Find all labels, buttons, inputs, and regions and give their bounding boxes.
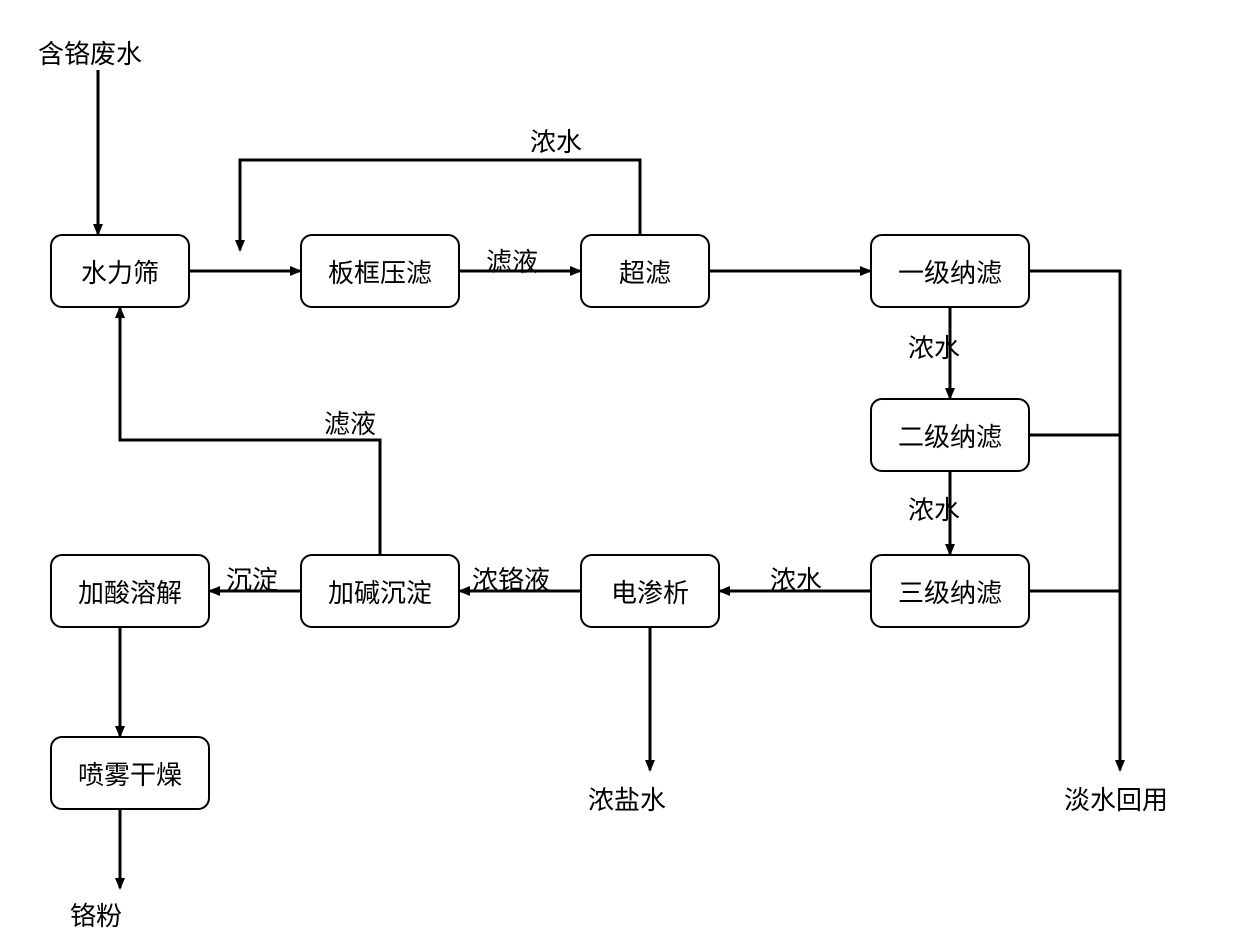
label-text: 含铬废水 xyxy=(38,39,142,69)
node-electrodialysis: 电渗析 xyxy=(580,554,720,628)
label-precipitate: 沉淀 xyxy=(226,560,278,597)
label-concentrate_uf: 浓水 xyxy=(530,122,582,159)
label-filtrate1: 滤液 xyxy=(486,242,538,279)
label-brine: 浓盐水 xyxy=(588,780,666,817)
node-label: 喷雾干燥 xyxy=(78,755,182,792)
label-freshwater: 淡水回用 xyxy=(1064,780,1168,817)
node-label: 板框压滤 xyxy=(328,253,432,290)
node-label: 水力筛 xyxy=(81,253,159,290)
label-text: 铬粉 xyxy=(70,901,122,931)
label-filtrate2: 滤液 xyxy=(324,404,376,441)
label-text: 浓水 xyxy=(908,333,960,363)
node-nf2: 二级纳滤 xyxy=(870,398,1030,472)
label-text: 淡水回用 xyxy=(1064,785,1168,815)
node-plate_frame: 板框压滤 xyxy=(300,234,460,308)
edge-nf1_freshwater xyxy=(1030,271,1120,770)
node-label: 一级纳滤 xyxy=(898,253,1002,290)
node-nf3: 三级纳滤 xyxy=(870,554,1030,628)
label-text: 滤液 xyxy=(486,247,538,277)
label-text: 浓水 xyxy=(770,565,822,595)
node-label: 加酸溶解 xyxy=(78,573,182,610)
node-label: 电渗析 xyxy=(611,573,689,610)
label-text: 浓水 xyxy=(530,127,582,157)
label-text: 滤液 xyxy=(324,409,376,439)
node-label: 三级纳滤 xyxy=(898,573,1002,610)
node-spray_dry: 喷雾干燥 xyxy=(50,736,210,810)
node-label: 超滤 xyxy=(619,253,671,290)
node-nf1: 一级纳滤 xyxy=(870,234,1030,308)
label-text: 浓铬液 xyxy=(472,565,550,595)
label-text: 浓水 xyxy=(908,495,960,525)
label-input: 含铬废水 xyxy=(38,34,142,71)
label-concentrate_nf1: 浓水 xyxy=(908,328,960,365)
node-acid_dissolve: 加酸溶解 xyxy=(50,554,210,628)
node-hydraulic_screen: 水力筛 xyxy=(50,234,190,308)
node-label: 二级纳滤 xyxy=(898,417,1002,454)
node-ultrafiltration: 超滤 xyxy=(580,234,710,308)
label-text: 浓盐水 xyxy=(588,785,666,815)
node-label: 加碱沉淀 xyxy=(328,573,432,610)
label-concentrate_nf3: 浓水 xyxy=(770,560,822,597)
node-alkali_precip: 加碱沉淀 xyxy=(300,554,460,628)
label-concentrate_cr: 浓铬液 xyxy=(472,560,550,597)
label-concentrate_nf2: 浓水 xyxy=(908,490,960,527)
label-cr_powder: 铬粉 xyxy=(70,896,122,933)
label-text: 沉淀 xyxy=(226,565,278,595)
